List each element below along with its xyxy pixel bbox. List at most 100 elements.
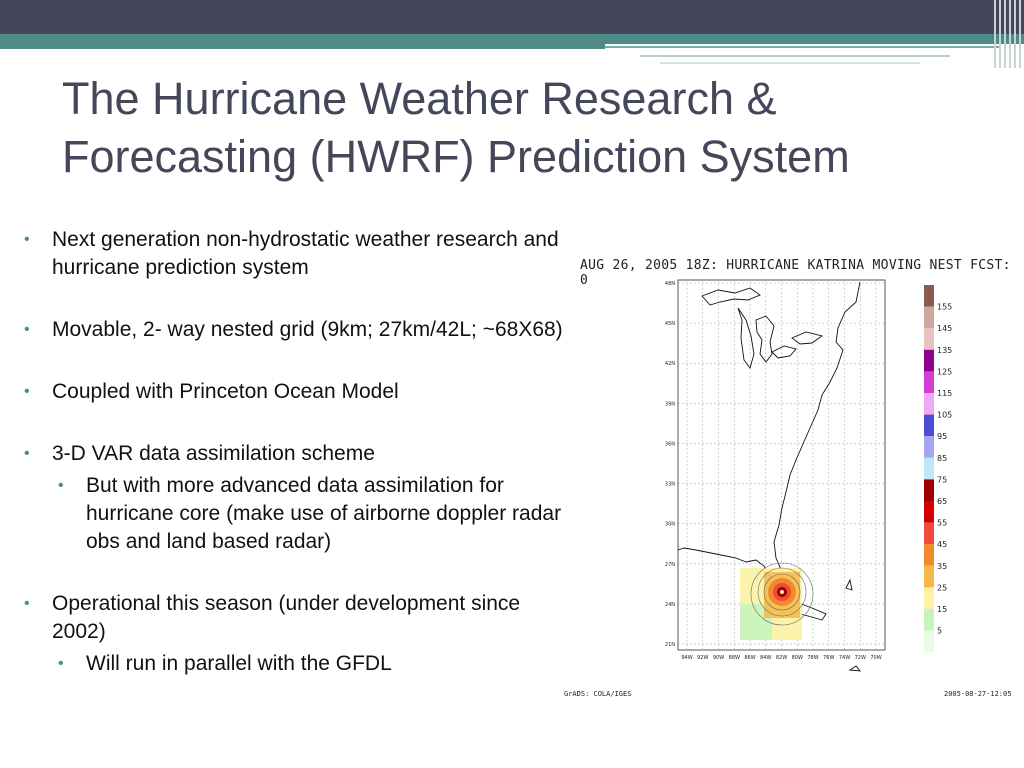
colorbar-swatch bbox=[924, 328, 934, 350]
bullet-icon: • bbox=[24, 321, 30, 338]
colorbar-swatch bbox=[924, 630, 934, 653]
bullet-icon: • bbox=[24, 231, 30, 248]
header-line bbox=[660, 62, 920, 64]
figure-footer-left: GrADS: COLA/IGES bbox=[564, 690, 632, 698]
header-accent bbox=[0, 34, 1024, 44]
lon-label: 78W bbox=[807, 655, 818, 661]
bullet-item: • Next generation non-hydrostatic weather… bbox=[24, 226, 564, 282]
colorbar-label: 105 bbox=[937, 411, 952, 420]
colorbar-label: 35 bbox=[937, 562, 947, 571]
bullet-item: • 3-D VAR data assimilation scheme bbox=[24, 440, 564, 468]
colorbar-swatch bbox=[924, 371, 934, 393]
sub-bullet-text: Will run in parallel with the GFDL bbox=[86, 652, 392, 675]
bullet-text: Coupled with Princeton Ocean Model bbox=[52, 380, 399, 403]
lon-label: 92W bbox=[697, 655, 708, 661]
figure-footer-right: 2005-08-27-12:05 bbox=[944, 690, 1012, 698]
colorbar-swatch bbox=[924, 393, 934, 415]
colorbar-label: 85 bbox=[937, 454, 947, 463]
colorbar-label: 65 bbox=[937, 497, 947, 506]
lon-label: 70W bbox=[870, 655, 881, 661]
bullet-text: Next generation non-hydrostatic weather … bbox=[52, 228, 559, 279]
colorbar-swatch bbox=[924, 587, 934, 609]
moving-nest-shading bbox=[740, 562, 814, 640]
lat-label: 24N bbox=[665, 602, 675, 608]
colorbar-label: 125 bbox=[937, 367, 952, 376]
lat-label: 30N bbox=[665, 522, 675, 528]
sub-bullet-item: • But with more advanced data assimilatio… bbox=[24, 472, 564, 556]
colorbar-label: 75 bbox=[937, 475, 947, 484]
colorbar-swatch bbox=[924, 306, 934, 329]
header-accent-tab bbox=[0, 44, 605, 49]
colorbar-swatch bbox=[924, 565, 934, 588]
contour-lines bbox=[750, 562, 814, 626]
colorbar-label: 55 bbox=[937, 519, 947, 528]
bullet-icon: • bbox=[24, 595, 30, 612]
colorbar-swatch bbox=[924, 479, 934, 501]
colorbar-label: 95 bbox=[937, 432, 947, 441]
colorbar-label: 115 bbox=[937, 389, 952, 398]
lon-label: 80W bbox=[792, 655, 803, 661]
colorbar-label: 145 bbox=[937, 324, 952, 333]
lat-label: 42N bbox=[665, 361, 675, 367]
slide-title-line-1: The Hurricane Weather Research & bbox=[62, 73, 777, 124]
lat-label: 27N bbox=[665, 562, 675, 568]
colorbar-swatch bbox=[924, 349, 934, 372]
longitude-labels: 94W 92W 90W 88W 86W 84W 82W 80W 78W 76W 74W 72W 70W bbox=[681, 655, 881, 661]
colorbar-swatch bbox=[924, 457, 934, 480]
sub-bullet-text: But with more advanced data assimilation… bbox=[86, 474, 562, 553]
colorbar-label: 15 bbox=[937, 605, 947, 614]
colorbar-label: 155 bbox=[937, 303, 952, 312]
lon-label: 74W bbox=[839, 655, 850, 661]
latitude-labels: 48N 45N 42N 39N 36N 33N 30N 27N 24N 21N bbox=[665, 281, 675, 648]
lon-label: 90W bbox=[713, 655, 724, 661]
lat-label: 36N bbox=[665, 441, 675, 447]
bullet-text: Movable, 2- way nested grid (9km; 27km/4… bbox=[52, 318, 563, 341]
bullet-list: • Next generation non-hydrostatic weather… bbox=[24, 226, 564, 712]
bullet-icon: • bbox=[58, 655, 64, 672]
colorbar-label: 135 bbox=[937, 346, 952, 355]
colorbar-swatch bbox=[924, 501, 934, 523]
header-stripes bbox=[992, 0, 1024, 68]
bullet-item: • Coupled with Princeton Ocean Model bbox=[24, 378, 564, 406]
bullet-group: • 3-D VAR data assimilation scheme • But w… bbox=[24, 440, 564, 556]
colorbar-swatch bbox=[924, 544, 934, 566]
slide-title-line-2: Forecasting (HWRF) Prediction System bbox=[62, 131, 850, 182]
bullet-item: • Operational this season (under developm… bbox=[24, 590, 564, 646]
slide-title: The Hurricane Weather Research & Forecas… bbox=[62, 70, 1002, 186]
colorbar-label: 45 bbox=[937, 540, 947, 549]
hurricane-forecast-map: 48N 45N 42N 39N 36N 33N 30N 27N 24N 21N 94W 92W 90W… bbox=[665, 279, 952, 672]
colorbar-label: 5 bbox=[937, 627, 942, 636]
colorbar-swatch bbox=[924, 522, 934, 545]
lon-label: 76W bbox=[823, 655, 834, 661]
bullet-group: • Operational this season (under developm… bbox=[24, 590, 564, 678]
lat-label: 45N bbox=[665, 321, 675, 327]
lat-label: 21N bbox=[665, 642, 675, 648]
bullet-icon: • bbox=[58, 477, 64, 494]
lon-label: 72W bbox=[855, 655, 866, 661]
bullet-icon: • bbox=[24, 445, 30, 462]
lat-label: 39N bbox=[665, 401, 675, 407]
bullet-item: • Movable, 2- way nested grid (9km; 27km/… bbox=[24, 316, 564, 344]
header-line bbox=[640, 55, 950, 57]
header-line bbox=[605, 46, 1000, 48]
figure-title: AUG 26, 2005 18Z: HURRICANE KATRINA MOVI… bbox=[580, 258, 1011, 288]
lat-label: 33N bbox=[665, 482, 675, 488]
header-bar bbox=[0, 0, 1024, 34]
colorbar-swatch bbox=[924, 436, 934, 458]
colorbar-swatch bbox=[924, 285, 934, 307]
bullet-text: Operational this season (under developme… bbox=[52, 592, 521, 643]
lon-label: 82W bbox=[776, 655, 787, 661]
lon-label: 94W bbox=[681, 655, 692, 661]
colorbar-swatch bbox=[924, 414, 934, 437]
colorbar-swatch bbox=[924, 609, 934, 631]
lon-label: 88W bbox=[729, 655, 740, 661]
bullet-icon: • bbox=[24, 383, 30, 400]
lon-label: 84W bbox=[760, 655, 771, 661]
sub-bullet-item: • Will run in parallel with the GFDL bbox=[24, 650, 564, 678]
hurricane-eye bbox=[780, 590, 784, 594]
lat-label: 48N bbox=[665, 281, 675, 287]
colorbar-label: 25 bbox=[937, 583, 947, 592]
bullet-text: 3-D VAR data assimilation scheme bbox=[52, 442, 375, 465]
lon-label: 86W bbox=[744, 655, 755, 661]
